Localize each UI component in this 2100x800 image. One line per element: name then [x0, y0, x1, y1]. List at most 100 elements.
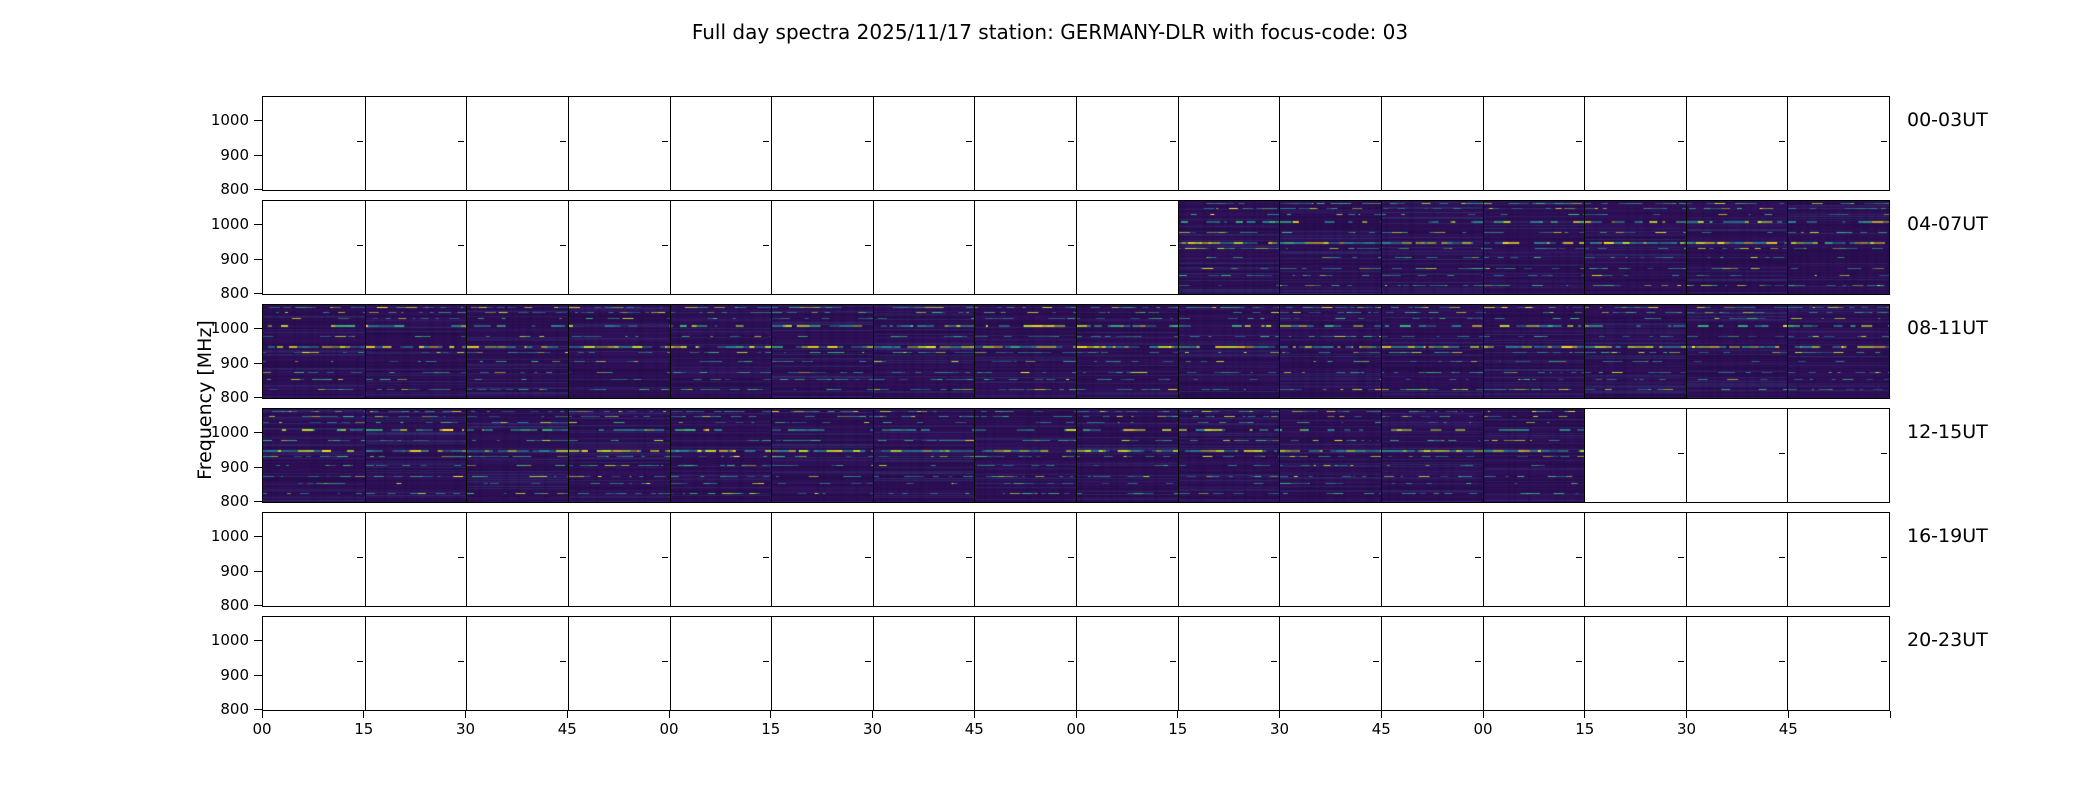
spectrogram-canvas [1280, 201, 1381, 294]
y-tick-label: 900 [220, 250, 249, 268]
x-tick-mark [770, 711, 772, 718]
minor-tick [1169, 556, 1176, 558]
spectrogram-cell [1482, 97, 1585, 190]
minor-tick [966, 660, 973, 662]
spectrogram-canvas [1178, 201, 1280, 294]
spectrogram-cell [1685, 201, 1788, 294]
minor-tick [661, 140, 668, 142]
minor-tick [356, 660, 363, 662]
minor-tick [1576, 660, 1583, 662]
spectrogram-cell [263, 409, 365, 502]
row-label: 08-11UT [1907, 317, 1988, 339]
spectrogram-canvas [1381, 409, 1483, 502]
spectrogram-cell [364, 409, 467, 502]
minor-tick [1677, 452, 1684, 454]
x-tick-mark [1584, 711, 1586, 718]
spectrogram-canvas [1686, 201, 1788, 294]
spectrogram-cell [872, 305, 975, 398]
spectrogram-cell [466, 97, 568, 190]
minor-tick [966, 244, 973, 246]
spectrogram-cell [1076, 513, 1178, 606]
spectrogram-canvas [1585, 305, 1686, 398]
minor-tick [1576, 140, 1583, 142]
minor-tick [1677, 556, 1684, 558]
x-tick-label: 45 [964, 720, 984, 738]
spectrogram-cell [466, 201, 568, 294]
minor-tick [559, 140, 566, 142]
spectrogram-cell [1279, 201, 1381, 294]
minor-tick [1068, 660, 1074, 662]
spectrogram-cell [1685, 409, 1788, 502]
spectrogram-cell [1076, 305, 1178, 398]
spectrogram-canvas [1585, 201, 1686, 294]
minor-tick [1677, 140, 1684, 142]
minor-tick [356, 244, 363, 246]
minor-tick [661, 556, 668, 558]
spectrogram-cell [263, 617, 365, 710]
spectrogram-cell [567, 513, 670, 606]
minor-tick [458, 660, 465, 662]
spectrogram-cell [872, 201, 975, 294]
spectrogram-cell [974, 305, 1076, 398]
chart-title: Full day spectra 2025/11/17 station: GER… [691, 20, 1409, 44]
spectrogram-canvas [772, 305, 873, 398]
minor-tick [1576, 556, 1583, 558]
y-tick-label: 1000 [210, 527, 249, 545]
y-tick-mark [254, 571, 262, 572]
minor-tick [763, 660, 770, 662]
x-tick-label: 15 [354, 720, 374, 738]
minor-tick [1169, 140, 1176, 142]
x-tick-mark [668, 711, 670, 718]
minor-tick [559, 660, 566, 662]
x-tick-label: 15 [1168, 720, 1188, 738]
minor-tick [1881, 452, 1887, 454]
x-tick-mark [363, 711, 365, 718]
y-tick-label: 800 [220, 180, 249, 198]
spectrogram-cell [1685, 617, 1788, 710]
y-tick-label: 1000 [210, 215, 249, 233]
x-tick-mark [973, 711, 975, 718]
x-tick-label: 00 [1066, 720, 1086, 738]
minor-tick [559, 556, 566, 558]
spectrogram-cell [669, 97, 772, 190]
spectrogram-canvas [975, 305, 1076, 398]
spectrogram-cell [1076, 617, 1178, 710]
spectrogram-cell [567, 409, 670, 502]
spectrogram-cell [1685, 97, 1788, 190]
spectrogram-cell [771, 97, 873, 190]
minor-tick [1271, 140, 1278, 142]
row-label: 16-19UT [1907, 525, 1988, 547]
x-tick-mark [465, 711, 466, 718]
minor-tick [458, 140, 465, 142]
minor-tick [661, 660, 668, 662]
minor-tick [763, 140, 770, 142]
y-tick-mark [254, 189, 262, 190]
minor-tick [356, 556, 363, 558]
spectrogram-cell [364, 617, 467, 710]
minor-tick [1068, 140, 1074, 142]
spectrogram-canvas [1178, 409, 1280, 502]
minor-tick [1372, 140, 1379, 142]
spectrogram-cell [1279, 513, 1381, 606]
y-tick-mark [254, 709, 262, 710]
spectrogram-cell [1787, 617, 1889, 710]
x-tick-label: 15 [761, 720, 781, 738]
x-tick-mark [1380, 711, 1382, 718]
spectrogram-cell [1482, 617, 1585, 710]
minor-tick [966, 556, 973, 558]
minor-tick [1271, 660, 1278, 662]
spectrogram-cell [1177, 97, 1280, 190]
x-tick-mark [1177, 711, 1179, 718]
x-tick-label: 00 [252, 720, 272, 738]
x-tick-label: 15 [1575, 720, 1595, 738]
x-tick-mark [261, 711, 263, 718]
minor-tick [1474, 556, 1481, 558]
spectrogram-cell [567, 305, 670, 398]
spectrogram-cell [567, 201, 670, 294]
minor-tick [763, 556, 770, 558]
spectrogram-cell [1177, 409, 1280, 502]
row-label: 20-23UT [1907, 629, 1988, 651]
spectrogram-canvas [670, 409, 772, 502]
x-tick-label: 00 [1473, 720, 1493, 738]
spectrogram-cell [974, 617, 1076, 710]
